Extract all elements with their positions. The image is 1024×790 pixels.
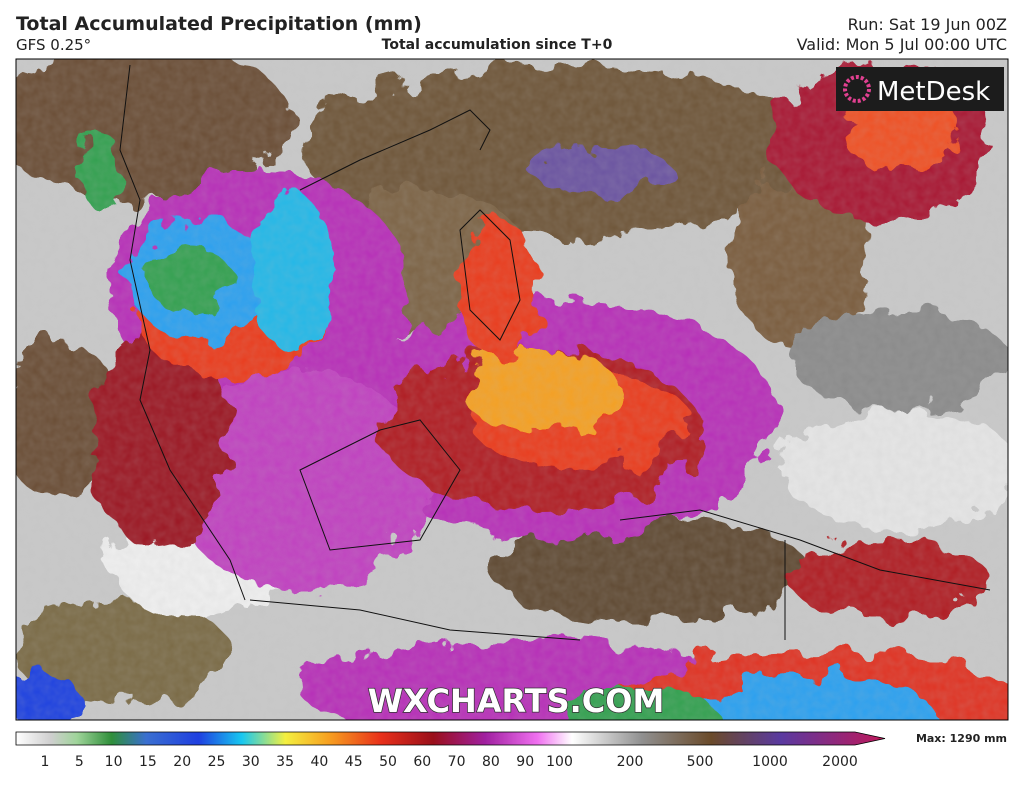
colorbar-tick-label: 45 (345, 754, 363, 770)
model: GFS 0.25° (16, 36, 91, 54)
colorbar-tick-label: 20 (173, 754, 191, 770)
run: Run: Sat 19 Jun 00Z (848, 15, 1007, 34)
logo-icon (843, 75, 871, 103)
valid: Valid: Mon 5 Jul 00:00 UTC (797, 35, 1007, 54)
colorbar-tick-label: 25 (208, 754, 226, 770)
colorbar-tick-label: 2000 (822, 754, 858, 770)
colorbar-tick-label: 500 (687, 754, 714, 770)
precip-map (16, 59, 1008, 720)
colorbar-ticks: 1 5 10 15 20 25 30 35 40 45 50 60 70 80 90 100 200 500 100… (41, 754, 858, 770)
colorbar-tick-label: 200 (617, 754, 644, 770)
colorbar-tick-label: 30 (242, 754, 260, 770)
colorbar-tick-label: 70 (448, 754, 466, 770)
colorbar-tick-label: 5 (75, 754, 84, 770)
colorbar (15, 731, 886, 746)
colorbar-tick-label: 40 (310, 754, 328, 770)
logo: MetDesk (877, 77, 990, 107)
title: Total Accumulated Precipitation (mm) (16, 13, 422, 35)
colorbar-tick-label: 10 (105, 754, 123, 770)
colorbar-tick-label: 1 (41, 754, 50, 770)
colorbar-tick-label: 80 (482, 754, 500, 770)
max-label: Max: 1290 mm (916, 732, 1007, 745)
logo-box (836, 67, 1004, 111)
colorbar-tick-label: 50 (379, 754, 397, 770)
watermark: WXCHARTS.COM (368, 682, 665, 720)
map-frame (15, 58, 1009, 721)
colorbar-tick-label: 60 (413, 754, 431, 770)
colorbar-tick-label: 90 (516, 754, 534, 770)
colorbar-tick-label: 15 (139, 754, 157, 770)
subtitle: Total accumulation since T+0 (382, 37, 613, 53)
colorbar-tick-label: 100 (546, 754, 573, 770)
colorbar-tick-label: 1000 (752, 754, 788, 770)
colorbar-tick-label: 35 (276, 754, 294, 770)
